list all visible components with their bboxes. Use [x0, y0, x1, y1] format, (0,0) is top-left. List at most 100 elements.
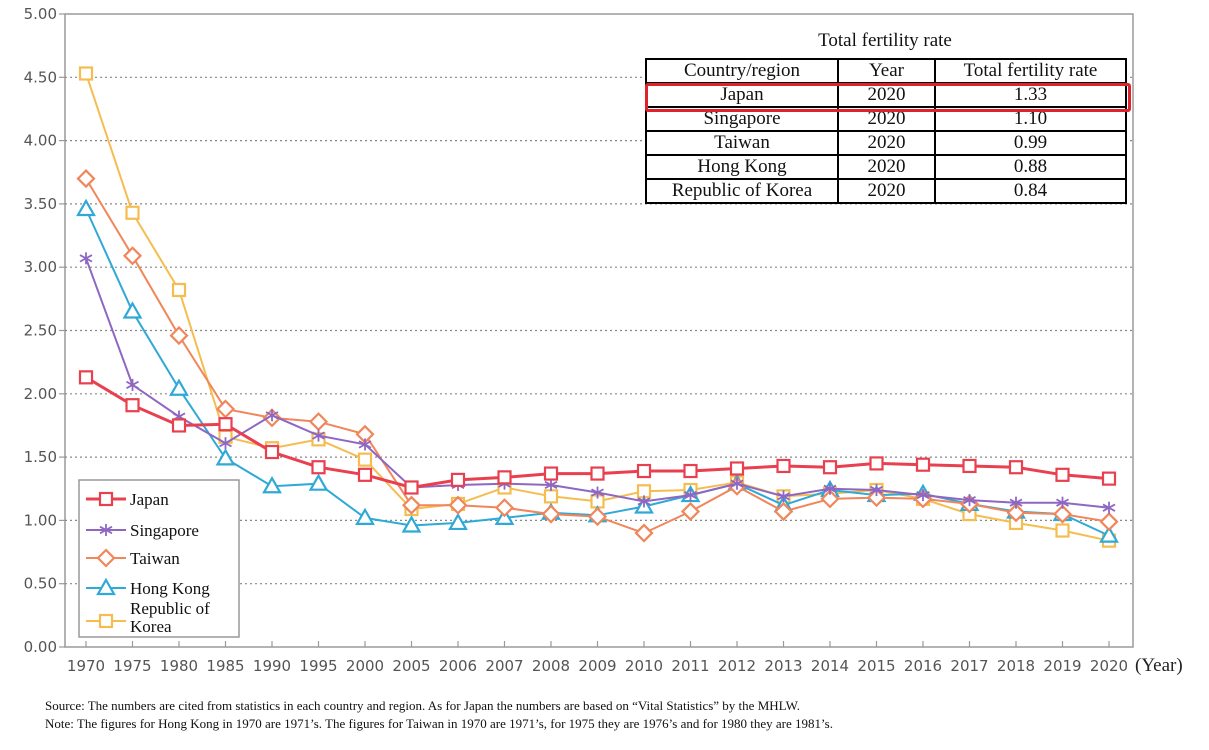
data-point — [773, 501, 794, 522]
cell-country: Republic of Korea — [645, 178, 839, 204]
data-point — [169, 378, 189, 396]
data-point — [962, 458, 977, 474]
star-stroke — [544, 480, 558, 490]
data-point — [401, 495, 422, 515]
data-point — [870, 484, 883, 497]
star-stroke — [730, 479, 744, 488]
data-point — [963, 494, 976, 507]
star-stroke — [870, 485, 883, 495]
data-point — [680, 501, 701, 522]
x-tick-label: 2011 — [671, 657, 709, 675]
data-point — [1101, 471, 1117, 486]
x-tick-label: 2000 — [346, 657, 384, 675]
legend-label: Singapore — [130, 521, 199, 540]
data-point — [1055, 523, 1070, 538]
cell-year: 2020 — [837, 82, 936, 108]
table-row: Hong Kong 2020 0.88 — [645, 154, 1127, 180]
data-point — [541, 504, 561, 524]
x-tick-label: 2008 — [532, 657, 570, 675]
data-point — [357, 467, 373, 482]
data-point — [544, 478, 558, 491]
legend-label: Republic of — [130, 599, 210, 618]
data-point — [915, 457, 931, 472]
star-stroke — [99, 525, 113, 535]
data-point — [265, 409, 279, 422]
cell-year: 2020 — [837, 154, 936, 180]
x-tick-label: 2020 — [1090, 657, 1128, 675]
cell-rate: 1.10 — [934, 106, 1127, 132]
data-point — [1055, 467, 1070, 482]
data-point — [78, 66, 94, 81]
data-point — [1052, 504, 1073, 524]
star-stroke — [916, 490, 930, 500]
star-stroke — [1009, 498, 1023, 507]
data-point — [125, 398, 140, 413]
y-tick-label: 1.00 — [24, 511, 57, 529]
data-point — [308, 473, 329, 491]
cell-country: Hong Kong — [645, 154, 839, 180]
star-stroke — [1102, 503, 1116, 512]
legend-item: Singapore — [86, 521, 199, 540]
data-point — [125, 205, 140, 220]
legend-item: Japan — [86, 490, 169, 509]
data-point — [730, 477, 744, 490]
data-point — [1099, 525, 1119, 543]
data-point — [1009, 496, 1023, 509]
cell-country: Singapore — [645, 106, 839, 132]
cell-country: Japan — [645, 82, 839, 108]
x-tick-label: 2007 — [485, 657, 523, 675]
data-point — [122, 301, 143, 319]
data-point — [169, 326, 189, 346]
star-stroke — [777, 492, 790, 501]
header-year: Year — [837, 58, 936, 84]
data-point — [76, 169, 96, 189]
data-point — [126, 378, 139, 391]
x-tick-label: 2018 — [997, 657, 1035, 675]
data-point — [357, 452, 373, 467]
legend-label: Hong Kong — [130, 579, 210, 598]
data-point — [98, 613, 114, 629]
data-point — [543, 489, 559, 504]
data-point — [355, 507, 375, 525]
header-country: Country/region — [645, 58, 839, 84]
data-point — [683, 463, 698, 479]
legend-item: Taiwan — [86, 548, 180, 568]
data-point — [820, 489, 840, 509]
y-tick-label: 0.00 — [24, 638, 57, 656]
data-point — [866, 488, 887, 508]
data-point — [312, 429, 325, 442]
y-tick-label: 2.00 — [24, 385, 57, 403]
data-point — [1099, 512, 1119, 532]
data-point — [401, 515, 422, 533]
footnotes: Source: The numbers are cited from stati… — [45, 697, 833, 733]
y-tick-label: 3.50 — [24, 195, 57, 213]
star-stroke — [823, 484, 837, 493]
data-point — [591, 486, 604, 499]
data-point — [637, 495, 651, 508]
fertility-line-chart: 0.00 0.50 1.00 1.50 2.00 2.50 3.00 3.50 4.00 4.50… — [24, 5, 1183, 676]
table-row: Singapore 2020 1.10 — [645, 106, 1127, 132]
data-point — [916, 489, 930, 502]
y-tick-label: 1.50 — [24, 448, 57, 466]
header-rate: Total fertility rate — [934, 58, 1127, 84]
data-point — [122, 246, 143, 266]
data-point — [219, 437, 232, 450]
data-point — [215, 399, 236, 419]
inset-table-title: Total fertility rate — [818, 30, 952, 51]
data-point — [823, 482, 837, 495]
data-point — [96, 548, 116, 568]
y-tick-label: 3.00 — [24, 258, 57, 276]
x-tick-label: 1985 — [206, 657, 244, 675]
data-point — [636, 463, 652, 479]
data-point — [587, 507, 608, 527]
data-point — [404, 480, 419, 495]
x-tick-label: 2013 — [764, 657, 802, 675]
legend-item: Hong Kong — [86, 577, 210, 598]
data-point — [96, 577, 116, 596]
cell-rate: 0.88 — [934, 154, 1127, 180]
x-tick-label: 2015 — [857, 657, 895, 675]
y-tick-label: 4.00 — [24, 132, 57, 150]
x-tick-label: 1975 — [113, 657, 151, 675]
star-stroke — [358, 440, 372, 449]
